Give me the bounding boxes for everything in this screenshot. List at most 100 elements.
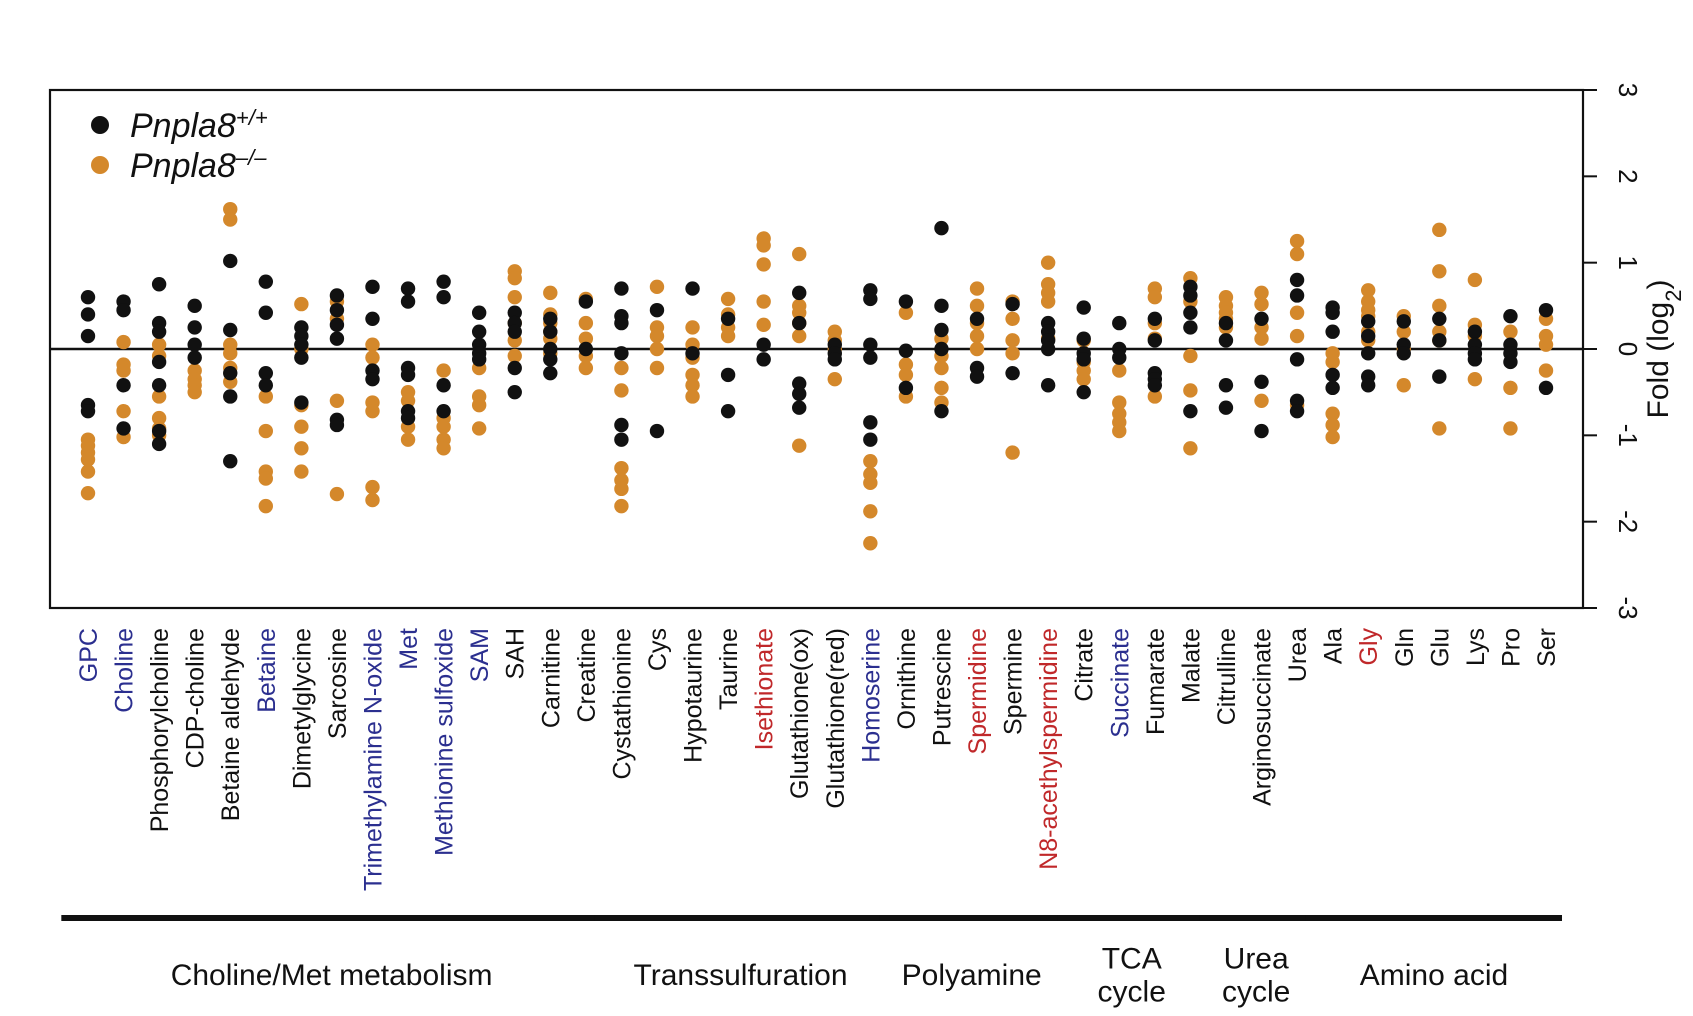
wt-point [436, 403, 451, 419]
category-label: Ornithine [893, 628, 921, 729]
wt-point [151, 436, 167, 452]
ko-point [223, 201, 238, 217]
ko-point [507, 271, 522, 286]
wt-point [1076, 300, 1091, 315]
ko-point [1467, 372, 1483, 387]
wt-point [1183, 320, 1198, 335]
ko-point [116, 403, 131, 419]
wt-point [151, 423, 167, 439]
ko-point [863, 504, 878, 519]
wt-point [258, 365, 274, 381]
category-label: Trimethylamine N-oxide [359, 628, 387, 891]
y-tick-label: -2 [1613, 510, 1643, 533]
group-labels: Choline/Met metabolism Transsulfuration Po… [61, 915, 1563, 1009]
group-label: Polyamine [902, 959, 1042, 992]
category-label: Spermine [1000, 628, 1028, 735]
ko-point [329, 393, 345, 408]
wt-point [649, 423, 665, 439]
ko-point [614, 481, 629, 497]
wt-point [863, 432, 878, 447]
wt-point [1005, 296, 1020, 312]
wt-point [1040, 378, 1056, 393]
ko-point [1183, 383, 1198, 398]
wt-point [1432, 333, 1447, 348]
ko-point [1503, 324, 1518, 339]
ko-point [258, 423, 274, 439]
ko-point [80, 452, 96, 467]
ko-point [543, 285, 558, 301]
wt-point [151, 354, 167, 370]
ko-point [1254, 296, 1269, 312]
category-label: Cystathionine [608, 628, 636, 779]
wt-point [792, 315, 807, 331]
wt-point [294, 350, 309, 365]
ko-point [151, 389, 167, 404]
ko-point [1289, 233, 1305, 249]
wt-point [1289, 272, 1305, 288]
wt-point [863, 291, 878, 307]
ko-point [898, 357, 914, 372]
ko-point [614, 498, 629, 514]
wt-point [400, 410, 416, 426]
wt-point [1147, 333, 1163, 348]
group-label: Choline/Met metabolism [171, 959, 493, 992]
ko-point [756, 317, 771, 333]
wt-point [1040, 341, 1056, 357]
ko-point [1040, 255, 1056, 270]
category-label: Urea [1284, 628, 1312, 682]
ko-point [1289, 305, 1305, 320]
wt-point [436, 274, 451, 289]
y-tick-label: 2 [1613, 169, 1643, 183]
wt-point [1360, 346, 1376, 361]
wt-point [578, 294, 594, 309]
wt-point [792, 285, 807, 301]
wt-point [1538, 302, 1554, 318]
wt-point [151, 378, 167, 393]
wt-point [1396, 346, 1411, 361]
wt-point [1254, 374, 1269, 390]
ko-point [1112, 363, 1127, 378]
wt-point [1183, 305, 1198, 320]
wt-point [792, 386, 807, 402]
ko-point [1325, 406, 1340, 421]
wt-point [969, 369, 985, 384]
wt-point [507, 360, 522, 376]
category-label: Malate [1177, 628, 1205, 703]
category-label: Taurine [715, 628, 743, 710]
ko-point [827, 372, 842, 387]
wt-point [1325, 324, 1340, 339]
wt-point [649, 302, 665, 318]
legend-label-name: Pnpla8 [130, 107, 236, 145]
wt-point [329, 302, 345, 318]
y-axis-title-text: Fold (log [1642, 302, 1675, 419]
wt-point [685, 281, 700, 296]
ko-point [223, 212, 238, 227]
ko-point [969, 281, 985, 296]
ko-point [792, 328, 807, 344]
wt-point [720, 311, 736, 326]
wt-point [543, 341, 558, 357]
ko-point [1396, 324, 1411, 339]
ko-point [400, 393, 416, 408]
ko-point [365, 403, 380, 419]
ko-point [898, 305, 914, 320]
wt-point [1360, 378, 1376, 393]
wt-point [471, 324, 487, 339]
wt-point [400, 367, 416, 383]
wt-point [898, 343, 914, 358]
legend-marker [91, 116, 109, 134]
ko-point [756, 294, 771, 309]
wt-point [720, 367, 736, 383]
wt-point [258, 305, 274, 320]
category-label: Spermidine [964, 628, 992, 754]
wt-point [507, 305, 522, 320]
ko-point [116, 334, 131, 350]
ko-point [80, 485, 96, 501]
ko-point [80, 464, 96, 479]
wt-point [436, 290, 451, 305]
ko-point [685, 320, 700, 335]
ko-point [969, 328, 985, 344]
group-label: Urea [1224, 943, 1289, 976]
y-axis-title-close: ) [1642, 280, 1675, 290]
wt-point [1325, 367, 1340, 383]
